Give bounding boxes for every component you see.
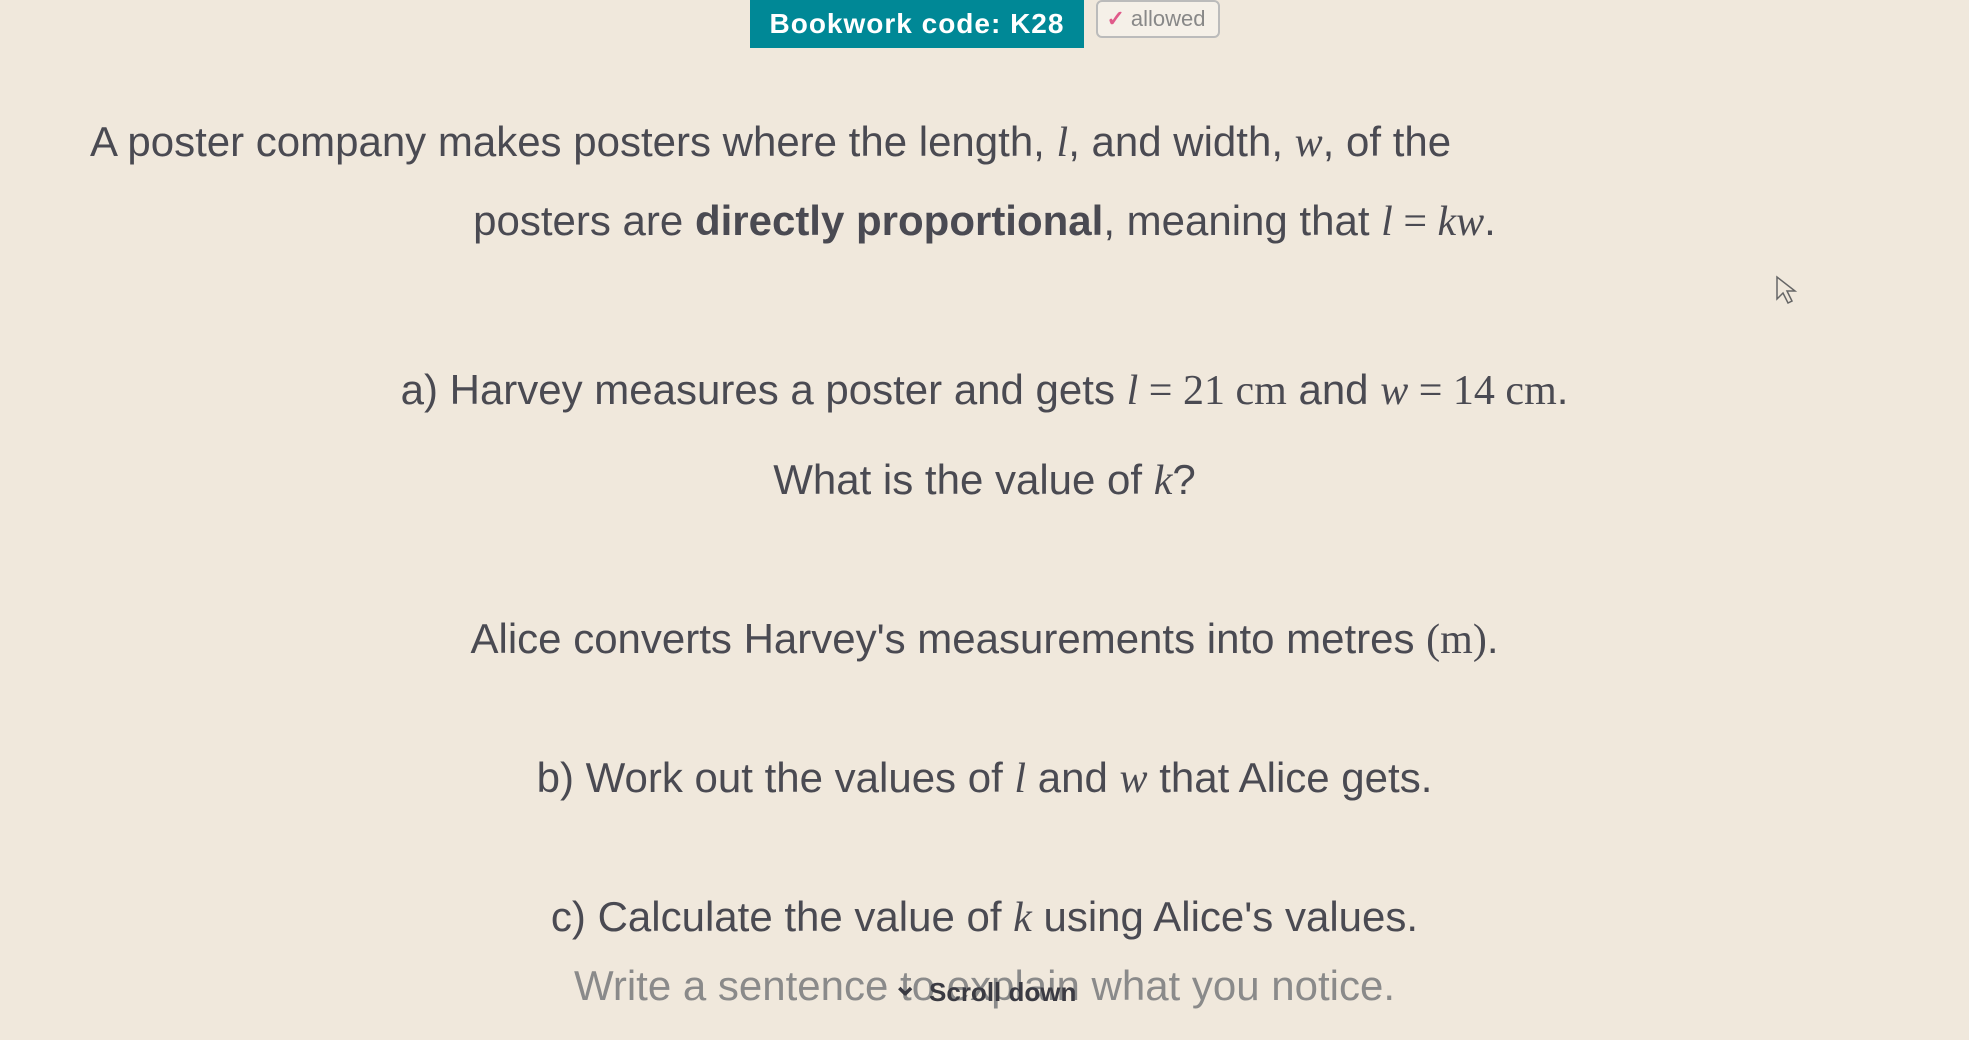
- value-l: 21 cm: [1183, 368, 1287, 414]
- qa-text: a) Harvey measures a poster and gets: [401, 366, 1127, 413]
- variable-k: k: [1013, 895, 1032, 941]
- intro-bold: directly proportional: [695, 197, 1103, 244]
- paren-open: (: [1426, 617, 1440, 663]
- equals: =: [1138, 368, 1183, 414]
- qb-text: that Alice gets.: [1148, 754, 1433, 801]
- alice-text: Alice converts Harvey's measurements int…: [470, 615, 1426, 662]
- bookwork-code-text: Bookwork code: K28: [770, 8, 1065, 39]
- question-a-line-1: a) Harvey measures a poster and gets l =…: [90, 356, 1879, 425]
- qc-text: using Alice's values.: [1032, 893, 1418, 940]
- variable-l: l: [1057, 120, 1069, 166]
- intro-text: , meaning that: [1103, 197, 1381, 244]
- variable-w: w: [1120, 756, 1148, 802]
- question-b: b) Work out the values of l and w that A…: [90, 754, 1879, 803]
- question-a-line-2: What is the value of k?: [90, 446, 1879, 515]
- alice-text: .: [1487, 615, 1499, 662]
- variable-l: l: [1014, 756, 1026, 802]
- qa-text: ?: [1172, 456, 1195, 503]
- qc-text: c) Calculate the value of: [551, 893, 1013, 940]
- unit-m: m: [1440, 617, 1473, 663]
- write-sentence-line: Write a sentence to explain what you not…: [90, 962, 1879, 1010]
- variable-l: l: [1127, 368, 1139, 414]
- intro-line-2: posters are directly proportional, meani…: [90, 187, 1879, 256]
- intro-text: .: [1484, 197, 1496, 244]
- header-row: Bookwork code: K28 ✓ allowed: [0, 0, 1969, 48]
- question-content: A poster company makes posters where the…: [0, 48, 1969, 1010]
- intro-text: , of the: [1323, 118, 1451, 165]
- scroll-down-button[interactable]: Scroll down: [893, 977, 1077, 1008]
- equals: =: [1408, 368, 1453, 414]
- equation-equals: =: [1393, 199, 1438, 245]
- question-c: c) Calculate the value of k using Alice'…: [90, 893, 1879, 942]
- qb-text: b) Work out the values of: [537, 754, 1015, 801]
- allowed-text: allowed: [1131, 6, 1206, 32]
- question-a: a) Harvey measures a poster and gets l =…: [90, 356, 1879, 514]
- check-icon: ✓: [1106, 6, 1124, 32]
- paren-close: ): [1473, 617, 1487, 663]
- bookwork-code-badge: Bookwork code: K28: [750, 0, 1085, 48]
- intro-text: , and width,: [1068, 118, 1294, 165]
- variable-k: k: [1154, 458, 1173, 504]
- intro-text: posters are: [473, 197, 695, 244]
- variable-w: w: [1380, 368, 1408, 414]
- qa-text: What is the value of: [773, 456, 1154, 503]
- intro-line-1: A poster company makes posters where the…: [90, 108, 1879, 177]
- cursor-icon: [1775, 275, 1799, 312]
- calculator-allowed-badge: ✓ allowed: [1096, 0, 1219, 38]
- equation-lhs: l: [1381, 199, 1393, 245]
- qa-text: and: [1287, 366, 1380, 413]
- qb-text: and: [1026, 754, 1119, 801]
- variable-w: w: [1295, 120, 1323, 166]
- qa-text: .: [1557, 366, 1569, 413]
- scroll-down-label: Scroll down: [929, 977, 1076, 1007]
- intro-text: A poster company makes posters where the…: [90, 118, 1057, 165]
- alice-line: Alice converts Harvey's measurements int…: [90, 615, 1879, 664]
- value-w: 14 cm: [1453, 368, 1557, 414]
- equation-rhs: kw: [1438, 199, 1485, 245]
